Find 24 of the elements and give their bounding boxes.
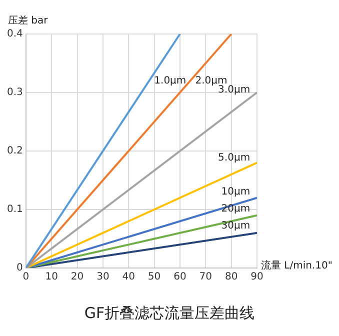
- y-tick-label: 0.2: [6, 146, 23, 157]
- x-tick-label: 80: [224, 272, 238, 283]
- x-tick-label: 30: [96, 272, 110, 283]
- x-tick-label: 90: [250, 272, 264, 283]
- x-tick-label: 20: [70, 272, 84, 283]
- y-tick-label: 0.3: [6, 87, 23, 98]
- y-axis-title: 压差 bar: [8, 14, 49, 27]
- series-label: 30μm: [221, 220, 250, 232]
- y-tick-label: 0.1: [6, 204, 23, 216]
- x-tick-label: 40: [122, 272, 135, 283]
- x-tick-label: 70: [199, 272, 212, 283]
- text: GF折叠滤芯流量压差曲线: [84, 304, 255, 322]
- x-tick-label: 50: [148, 272, 161, 283]
- series-label: 5.0μm: [218, 152, 250, 164]
- x-tick-label: 10: [45, 272, 58, 283]
- y-tick-label: 0: [16, 262, 23, 274]
- series-label: 10μm: [221, 186, 250, 198]
- y-tick-label: 0.4: [6, 28, 23, 40]
- series-label: 2.0μm: [195, 75, 228, 86]
- series-label: 1.0μm: [154, 75, 186, 86]
- x-axis-title: 流量 L/min.10": [261, 260, 332, 272]
- series-label: 3.0μm: [218, 84, 250, 96]
- series-label: 20μm: [221, 204, 250, 215]
- x-tick-label: 60: [174, 272, 186, 283]
